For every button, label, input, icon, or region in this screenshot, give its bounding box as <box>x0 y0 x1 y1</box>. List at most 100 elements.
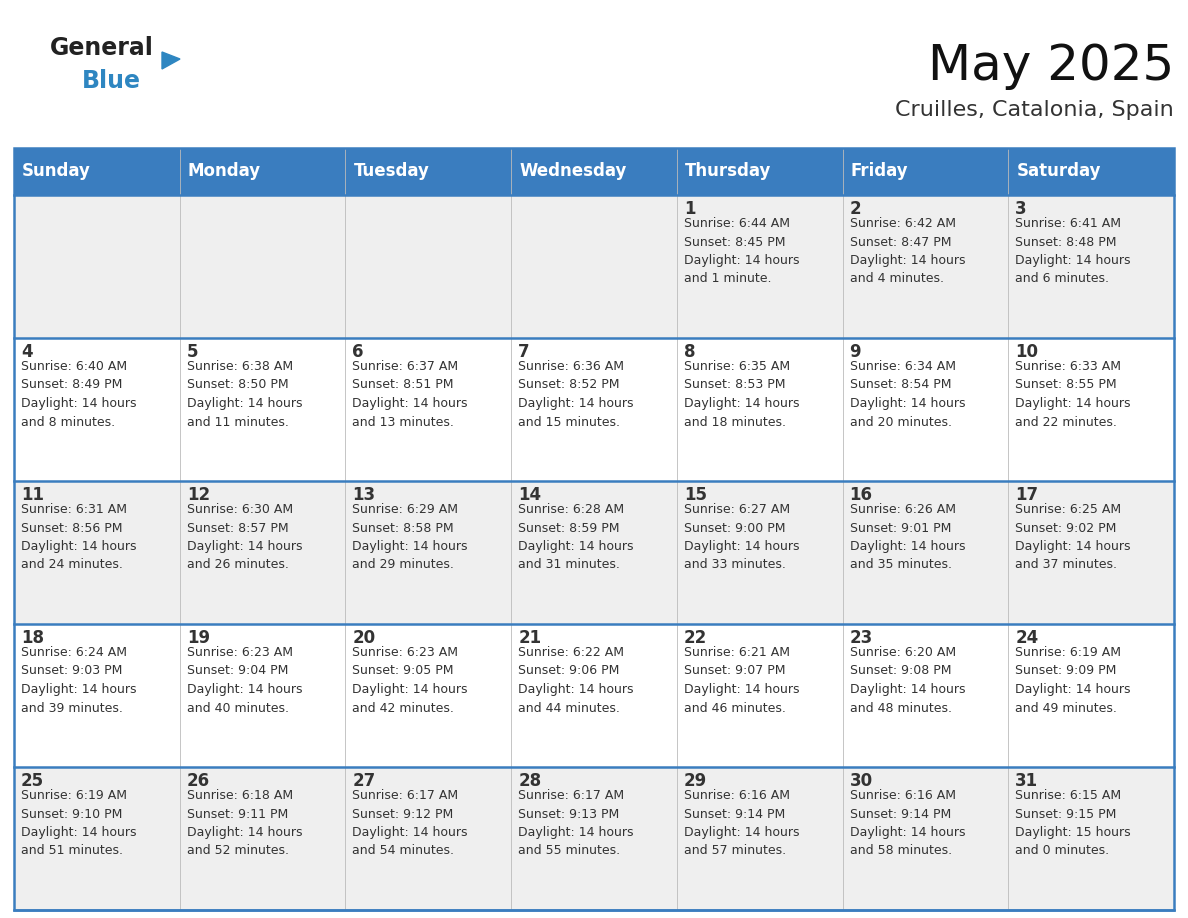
Text: Sunrise: 6:20 AM
Sunset: 9:08 PM
Daylight: 14 hours
and 48 minutes.: Sunrise: 6:20 AM Sunset: 9:08 PM Dayligh… <box>849 646 965 714</box>
Bar <box>14 195 179 338</box>
Text: Sunrise: 6:23 AM
Sunset: 9:05 PM
Daylight: 14 hours
and 42 minutes.: Sunrise: 6:23 AM Sunset: 9:05 PM Dayligh… <box>353 646 468 714</box>
Text: 4: 4 <box>21 343 32 361</box>
Bar <box>179 624 346 767</box>
Bar <box>511 624 677 767</box>
Text: Sunrise: 6:30 AM
Sunset: 8:57 PM
Daylight: 14 hours
and 26 minutes.: Sunrise: 6:30 AM Sunset: 8:57 PM Dayligh… <box>187 503 302 572</box>
Text: 31: 31 <box>1016 772 1038 790</box>
Bar <box>179 481 346 624</box>
Text: Sunrise: 6:31 AM
Sunset: 8:56 PM
Daylight: 14 hours
and 24 minutes.: Sunrise: 6:31 AM Sunset: 8:56 PM Dayligh… <box>21 503 137 572</box>
Bar <box>677 338 842 481</box>
Bar <box>14 148 1174 195</box>
Text: Sunrise: 6:28 AM
Sunset: 8:59 PM
Daylight: 14 hours
and 31 minutes.: Sunrise: 6:28 AM Sunset: 8:59 PM Dayligh… <box>518 503 633 572</box>
Bar <box>14 148 1174 910</box>
Text: 10: 10 <box>1016 343 1038 361</box>
Text: Sunrise: 6:41 AM
Sunset: 8:48 PM
Daylight: 14 hours
and 6 minutes.: Sunrise: 6:41 AM Sunset: 8:48 PM Dayligh… <box>1016 217 1131 285</box>
Bar <box>511 338 677 481</box>
Text: 28: 28 <box>518 772 542 790</box>
Text: 16: 16 <box>849 486 872 504</box>
Text: 7: 7 <box>518 343 530 361</box>
Text: Sunrise: 6:26 AM
Sunset: 9:01 PM
Daylight: 14 hours
and 35 minutes.: Sunrise: 6:26 AM Sunset: 9:01 PM Dayligh… <box>849 503 965 572</box>
Bar <box>677 481 842 624</box>
Text: 5: 5 <box>187 343 198 361</box>
Text: Saturday: Saturday <box>1016 162 1101 181</box>
Bar <box>14 624 179 767</box>
Bar <box>842 338 1009 481</box>
Text: 17: 17 <box>1016 486 1038 504</box>
Text: 8: 8 <box>684 343 695 361</box>
Text: 13: 13 <box>353 486 375 504</box>
Text: Sunrise: 6:21 AM
Sunset: 9:07 PM
Daylight: 14 hours
and 46 minutes.: Sunrise: 6:21 AM Sunset: 9:07 PM Dayligh… <box>684 646 800 714</box>
Text: Blue: Blue <box>82 69 141 93</box>
Text: Wednesday: Wednesday <box>519 162 626 181</box>
Text: Sunrise: 6:36 AM
Sunset: 8:52 PM
Daylight: 14 hours
and 15 minutes.: Sunrise: 6:36 AM Sunset: 8:52 PM Dayligh… <box>518 360 633 429</box>
Text: Sunrise: 6:17 AM
Sunset: 9:12 PM
Daylight: 14 hours
and 54 minutes.: Sunrise: 6:17 AM Sunset: 9:12 PM Dayligh… <box>353 789 468 857</box>
Bar <box>14 338 179 481</box>
Text: 20: 20 <box>353 629 375 647</box>
Bar <box>1009 767 1174 910</box>
Bar <box>842 481 1009 624</box>
Text: Sunrise: 6:22 AM
Sunset: 9:06 PM
Daylight: 14 hours
and 44 minutes.: Sunrise: 6:22 AM Sunset: 9:06 PM Dayligh… <box>518 646 633 714</box>
Bar <box>1009 338 1174 481</box>
Text: 1: 1 <box>684 200 695 218</box>
Text: Sunrise: 6:17 AM
Sunset: 9:13 PM
Daylight: 14 hours
and 55 minutes.: Sunrise: 6:17 AM Sunset: 9:13 PM Dayligh… <box>518 789 633 857</box>
Text: Sunrise: 6:16 AM
Sunset: 9:14 PM
Daylight: 14 hours
and 58 minutes.: Sunrise: 6:16 AM Sunset: 9:14 PM Dayligh… <box>849 789 965 857</box>
Bar <box>842 767 1009 910</box>
Bar <box>179 767 346 910</box>
Bar <box>1009 195 1174 338</box>
Bar <box>179 338 346 481</box>
Text: Sunrise: 6:44 AM
Sunset: 8:45 PM
Daylight: 14 hours
and 1 minute.: Sunrise: 6:44 AM Sunset: 8:45 PM Dayligh… <box>684 217 800 285</box>
Text: May 2025: May 2025 <box>928 42 1174 90</box>
Bar <box>14 481 179 624</box>
Text: 14: 14 <box>518 486 542 504</box>
Text: Sunday: Sunday <box>23 162 90 181</box>
Text: Sunrise: 6:35 AM
Sunset: 8:53 PM
Daylight: 14 hours
and 18 minutes.: Sunrise: 6:35 AM Sunset: 8:53 PM Dayligh… <box>684 360 800 429</box>
Text: 26: 26 <box>187 772 210 790</box>
Text: 27: 27 <box>353 772 375 790</box>
Text: 29: 29 <box>684 772 707 790</box>
Bar <box>511 195 677 338</box>
Text: Monday: Monday <box>188 162 261 181</box>
Bar <box>511 767 677 910</box>
Bar <box>511 481 677 624</box>
Bar <box>346 624 511 767</box>
Text: Sunrise: 6:27 AM
Sunset: 9:00 PM
Daylight: 14 hours
and 33 minutes.: Sunrise: 6:27 AM Sunset: 9:00 PM Dayligh… <box>684 503 800 572</box>
Text: Thursday: Thursday <box>684 162 771 181</box>
Text: Sunrise: 6:23 AM
Sunset: 9:04 PM
Daylight: 14 hours
and 40 minutes.: Sunrise: 6:23 AM Sunset: 9:04 PM Dayligh… <box>187 646 302 714</box>
Text: Sunrise: 6:33 AM
Sunset: 8:55 PM
Daylight: 14 hours
and 22 minutes.: Sunrise: 6:33 AM Sunset: 8:55 PM Dayligh… <box>1016 360 1131 429</box>
Text: Sunrise: 6:19 AM
Sunset: 9:09 PM
Daylight: 14 hours
and 49 minutes.: Sunrise: 6:19 AM Sunset: 9:09 PM Dayligh… <box>1016 646 1131 714</box>
Text: Sunrise: 6:34 AM
Sunset: 8:54 PM
Daylight: 14 hours
and 20 minutes.: Sunrise: 6:34 AM Sunset: 8:54 PM Dayligh… <box>849 360 965 429</box>
Bar <box>842 195 1009 338</box>
Bar <box>677 624 842 767</box>
Text: 12: 12 <box>187 486 210 504</box>
Text: 21: 21 <box>518 629 542 647</box>
Text: Sunrise: 6:38 AM
Sunset: 8:50 PM
Daylight: 14 hours
and 11 minutes.: Sunrise: 6:38 AM Sunset: 8:50 PM Dayligh… <box>187 360 302 429</box>
Bar <box>179 195 346 338</box>
Text: 23: 23 <box>849 629 873 647</box>
Text: Sunrise: 6:15 AM
Sunset: 9:15 PM
Daylight: 15 hours
and 0 minutes.: Sunrise: 6:15 AM Sunset: 9:15 PM Dayligh… <box>1016 789 1131 857</box>
Text: Sunrise: 6:24 AM
Sunset: 9:03 PM
Daylight: 14 hours
and 39 minutes.: Sunrise: 6:24 AM Sunset: 9:03 PM Dayligh… <box>21 646 137 714</box>
Text: Sunrise: 6:42 AM
Sunset: 8:47 PM
Daylight: 14 hours
and 4 minutes.: Sunrise: 6:42 AM Sunset: 8:47 PM Dayligh… <box>849 217 965 285</box>
Text: Cruilles, Catalonia, Spain: Cruilles, Catalonia, Spain <box>896 100 1174 120</box>
Text: 6: 6 <box>353 343 364 361</box>
Text: 30: 30 <box>849 772 873 790</box>
Bar <box>1009 481 1174 624</box>
Text: 3: 3 <box>1016 200 1026 218</box>
Text: 22: 22 <box>684 629 707 647</box>
Text: 25: 25 <box>21 772 44 790</box>
Text: Sunrise: 6:40 AM
Sunset: 8:49 PM
Daylight: 14 hours
and 8 minutes.: Sunrise: 6:40 AM Sunset: 8:49 PM Dayligh… <box>21 360 137 429</box>
Bar <box>346 195 511 338</box>
Bar <box>346 481 511 624</box>
Text: 24: 24 <box>1016 629 1038 647</box>
Text: 15: 15 <box>684 486 707 504</box>
Bar <box>677 767 842 910</box>
Text: Friday: Friday <box>851 162 908 181</box>
Text: Sunrise: 6:18 AM
Sunset: 9:11 PM
Daylight: 14 hours
and 52 minutes.: Sunrise: 6:18 AM Sunset: 9:11 PM Dayligh… <box>187 789 302 857</box>
Text: Sunrise: 6:29 AM
Sunset: 8:58 PM
Daylight: 14 hours
and 29 minutes.: Sunrise: 6:29 AM Sunset: 8:58 PM Dayligh… <box>353 503 468 572</box>
Bar <box>677 195 842 338</box>
Bar <box>346 338 511 481</box>
Text: Sunrise: 6:37 AM
Sunset: 8:51 PM
Daylight: 14 hours
and 13 minutes.: Sunrise: 6:37 AM Sunset: 8:51 PM Dayligh… <box>353 360 468 429</box>
Text: Sunrise: 6:16 AM
Sunset: 9:14 PM
Daylight: 14 hours
and 57 minutes.: Sunrise: 6:16 AM Sunset: 9:14 PM Dayligh… <box>684 789 800 857</box>
Text: 2: 2 <box>849 200 861 218</box>
Bar <box>14 767 179 910</box>
Text: General: General <box>50 36 154 60</box>
